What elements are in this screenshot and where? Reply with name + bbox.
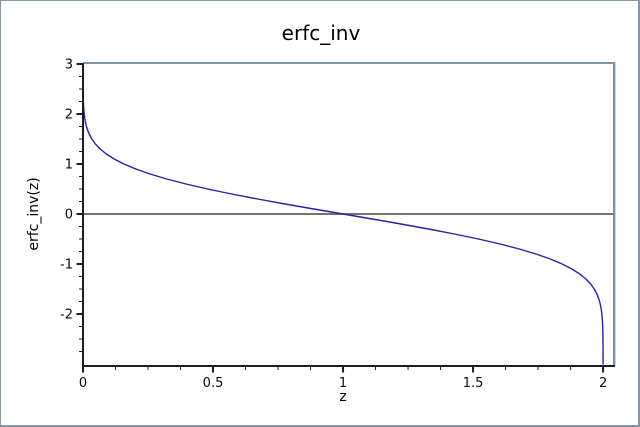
x-tick-label: 0.5 bbox=[203, 376, 224, 391]
x-axis-label: z bbox=[339, 389, 347, 405]
y-tick-label: 2 bbox=[65, 108, 73, 123]
chart-title: erfc_inv bbox=[281, 21, 361, 45]
x-tick-label: 0 bbox=[79, 376, 87, 391]
y-tick-label: -2 bbox=[60, 308, 73, 323]
y-tick-label: 3 bbox=[65, 58, 73, 73]
y-tick-label: -1 bbox=[60, 258, 73, 273]
erfc-inv-curve bbox=[82, 63, 604, 365]
y-tick-label: 1 bbox=[65, 158, 73, 173]
x-tick-label: 1.5 bbox=[463, 376, 484, 391]
y-tick-label: 0 bbox=[65, 208, 73, 223]
x-tick-label: 1 bbox=[339, 376, 347, 391]
x-tick-label: 2 bbox=[599, 376, 607, 391]
